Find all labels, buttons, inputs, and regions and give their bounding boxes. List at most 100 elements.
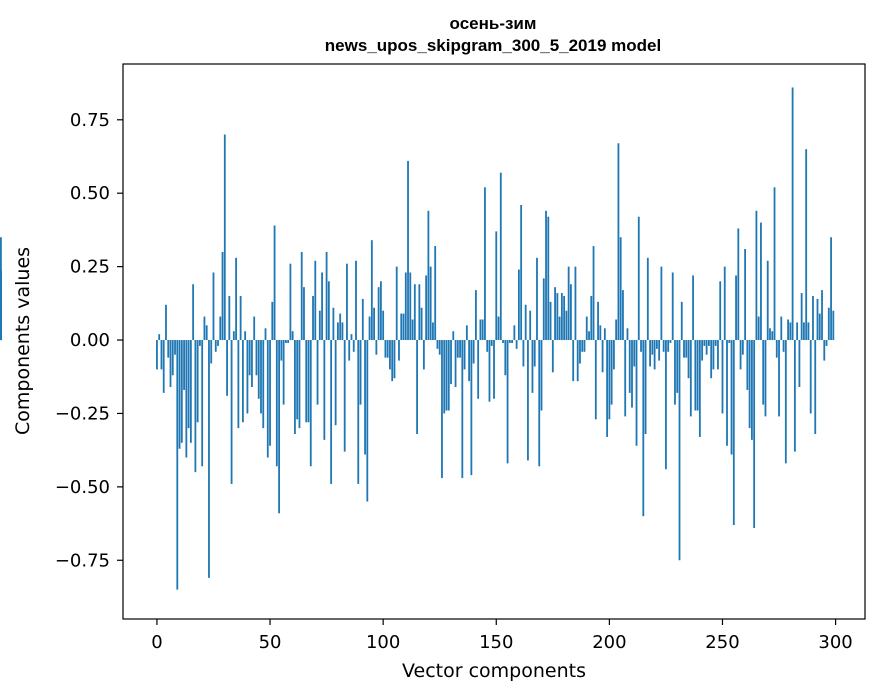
bar-138 [468,340,471,382]
bar-63 [298,340,301,429]
bar-35 [235,257,238,341]
bar-7 [171,340,174,376]
bar-235 [687,340,690,379]
bar-71 [316,340,319,405]
bar-91 [361,298,364,341]
bar-161 [520,204,523,341]
bar-286 [803,322,805,341]
bar-240 [698,340,701,437]
bar-175 [551,340,554,373]
bar-68 [309,340,312,467]
bar-255 [732,340,735,526]
bar-62 [296,340,299,420]
bar-172 [545,210,547,341]
x-tick-label: 0 [151,632,162,653]
bar-253 [728,340,731,343]
bar-254 [730,340,733,455]
y-tick-label: −0.50 [55,477,110,498]
plot-frame [122,63,866,620]
bar-66 [305,340,308,423]
bar-2 [160,340,163,370]
bar-249 [719,281,722,341]
bar-40 [246,340,249,414]
bar-239 [696,340,699,411]
bar-248 [717,340,719,370]
x-tick-label: 300 [818,632,852,653]
bar-290 [812,295,814,341]
bar-229 [674,340,676,405]
bar-96 [373,307,376,341]
bar-38 [241,340,244,423]
bar-275 [778,340,780,417]
bar-237 [692,275,694,341]
bar-33 [230,340,233,484]
bar-117 [420,307,423,341]
bar-65 [303,287,305,341]
bar-144 [481,319,484,341]
y-tick-label: 0.25 [70,257,110,278]
bar-84 [346,263,348,341]
bar-206 [622,290,624,341]
bar-45 [257,340,260,399]
bar-261 [746,340,749,390]
bar-116 [418,284,421,341]
bar-147 [488,340,491,402]
bar-59 [289,263,292,341]
bar-123 [434,246,437,341]
bar-22 [205,325,208,341]
bar-24 [210,340,213,364]
bar-221 [655,340,658,349]
y-tick-label: 0.00 [70,330,110,351]
bar-149 [493,340,495,399]
bar-228 [671,272,674,341]
bar-176 [554,287,556,341]
bar-223 [660,266,663,341]
bar-263 [750,340,753,440]
bar-260 [744,249,747,341]
bar-186 [576,340,579,382]
y-tick-label: −0.75 [55,550,110,571]
bar-126 [441,340,443,479]
bar-220 [653,340,656,370]
bar-167 [533,340,536,367]
bar-135 [461,340,464,479]
bar-270 [766,260,769,341]
bar-285 [800,293,803,341]
bar-27 [217,340,219,346]
bar-142 [477,340,480,399]
bar-146 [486,340,489,352]
x-tick-label: 100 [366,632,400,653]
bar-162 [522,340,525,367]
bar-107 [398,340,400,361]
bar-284 [798,340,801,388]
bar-218 [649,340,651,367]
bar-155 [506,340,509,464]
bar-122 [432,322,434,341]
bar-1 [158,334,161,341]
bar-187 [579,340,581,364]
bar-288 [807,322,810,341]
bar-164 [527,340,529,461]
bar-299 [832,310,835,341]
bar-196 [599,325,602,341]
bar-118 [422,340,425,370]
bar-282 [793,340,796,452]
bar-89 [357,340,360,484]
bar-178 [558,316,561,341]
bar-207 [624,340,627,417]
bar-194 [594,340,597,420]
bar-60 [291,331,294,341]
bar-233 [683,340,685,358]
bar-251 [723,266,726,341]
bar-139 [470,340,473,476]
bar-78 [332,307,335,341]
bar-124 [436,340,439,349]
bar-64 [300,251,303,341]
bar-50 [269,340,271,446]
x-axis-ticks: 0 50 100 150 200 250 300 [151,619,853,653]
bar-180 [563,295,566,341]
bar-150 [495,231,498,341]
bar-245 [710,340,713,379]
bar-21 [203,316,206,341]
